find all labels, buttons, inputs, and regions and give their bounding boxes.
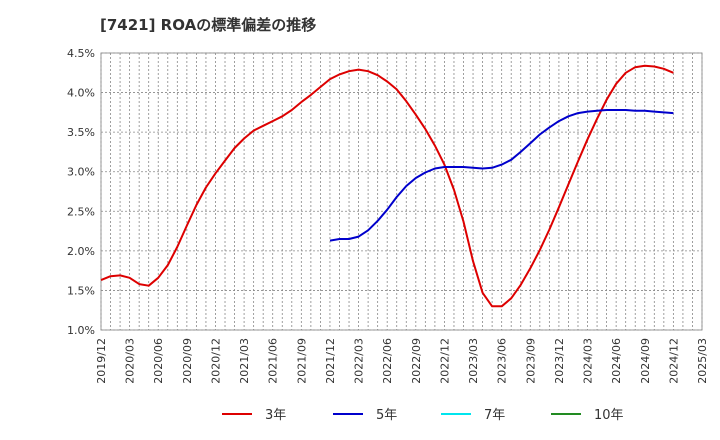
legend-label: 10年 [594,408,624,423]
x-axis-ticks: 2019/12 2020/03 2020/06 2020/09 2020/12 2021/… [95,338,709,384]
x-tick-label: 2023/09 [524,338,537,384]
x-tick-label: 2022/06 [381,338,394,384]
legend-label: 7年 [484,408,505,423]
y-tick-label: 1.0% [67,324,95,337]
gridlines [100,52,703,331]
x-tick-label: 2020/12 [209,338,222,384]
x-tick-label: 2020/03 [124,338,137,384]
x-tick-label: 2021/12 [324,338,337,384]
y-tick-label: 2.0% [67,245,95,258]
x-tick-label: 2021/03 [238,338,251,384]
legend-label: 5年 [376,408,397,423]
x-tick-label: 2025/03 [696,338,709,384]
x-tick-label: 2021/06 [267,338,280,384]
x-tick-label: 2021/09 [295,338,308,384]
y-tick-label: 3.0% [67,166,95,179]
x-tick-label: 2024/03 [582,338,595,384]
series-line-5年 [329,109,674,242]
x-tick-label: 2020/06 [152,338,165,384]
x-tick-label: 2023/03 [467,338,480,384]
x-tick-label: 2022/09 [410,338,423,384]
x-tick-label: 2019/12 [95,338,108,384]
x-tick-label: 2023/12 [553,338,566,384]
x-tick-label: 2024/12 [667,338,680,384]
x-tick-label: 2022/03 [353,338,366,384]
x-tick-label: 2023/06 [496,338,509,384]
x-tick-label: 2024/09 [639,338,652,384]
legend: 3年 5年 7年 10年 [222,408,624,423]
x-tick-label: 2020/09 [181,338,194,384]
series-line-3年 [100,64,674,308]
x-tick-label: 2022/12 [438,338,451,384]
y-tick-label: 3.5% [67,126,95,139]
y-tick-label: 4.0% [67,87,95,100]
y-tick-label: 1.5% [67,284,95,297]
y-tick-label: 2.5% [67,205,95,218]
chart-title: [7421] ROAの標準偏差の推移 [100,16,317,34]
y-axis-ticks: 1.0% 1.5% 2.0% 2.5% 3.0% 3.5% 4.0% 4.5% [67,47,95,337]
y-tick-label: 4.5% [67,47,95,60]
series-lines [100,64,674,308]
legend-label: 3年 [265,408,286,423]
x-tick-label: 2024/06 [610,338,623,384]
